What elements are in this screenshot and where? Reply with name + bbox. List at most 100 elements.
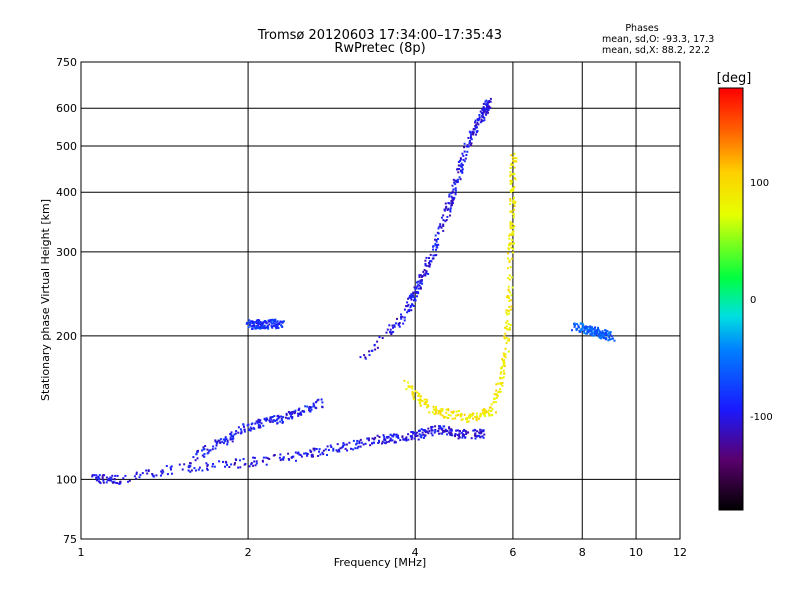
data-point xyxy=(483,433,486,436)
data-point xyxy=(400,313,402,316)
data-point xyxy=(451,417,454,420)
data-point xyxy=(420,276,423,278)
data-point xyxy=(442,223,445,226)
data-point xyxy=(254,422,257,425)
data-point xyxy=(575,323,578,325)
data-point xyxy=(428,265,431,268)
data-point xyxy=(253,427,256,430)
data-point xyxy=(449,431,452,434)
data-point xyxy=(493,393,496,396)
data-point xyxy=(196,457,199,460)
data-point xyxy=(488,409,491,412)
data-point xyxy=(427,427,430,430)
data-point xyxy=(417,291,419,294)
data-point xyxy=(462,433,465,436)
data-point xyxy=(99,482,102,485)
data-point xyxy=(505,311,508,314)
data-point xyxy=(407,303,410,306)
data-point xyxy=(414,433,417,436)
data-point xyxy=(510,257,513,260)
data-point xyxy=(115,482,118,484)
data-point xyxy=(460,162,463,165)
data-point xyxy=(597,335,600,338)
data-point xyxy=(280,415,283,418)
data-point xyxy=(338,450,341,453)
data-point xyxy=(251,328,254,330)
data-point xyxy=(260,324,263,327)
y-tick-label: 600 xyxy=(56,102,77,115)
data-point xyxy=(196,450,199,453)
data-point xyxy=(452,410,455,413)
data-point xyxy=(454,183,457,186)
data-point xyxy=(178,463,181,466)
data-point xyxy=(260,327,263,330)
data-point xyxy=(449,414,452,417)
data-point xyxy=(507,244,510,247)
data-point xyxy=(469,131,472,134)
data-point xyxy=(456,429,459,432)
data-point xyxy=(513,157,516,159)
data-point xyxy=(573,324,576,327)
data-point xyxy=(381,337,384,339)
data-point xyxy=(455,429,458,432)
data-point xyxy=(475,123,478,126)
data-point xyxy=(485,113,488,116)
data-point xyxy=(507,328,510,331)
data-point xyxy=(575,327,578,330)
data-point xyxy=(151,474,154,477)
data-point xyxy=(453,196,456,199)
data-point xyxy=(514,202,517,205)
y-tick-label: 750 xyxy=(56,56,77,69)
data-point xyxy=(463,160,466,163)
data-point xyxy=(603,337,605,340)
data-point xyxy=(503,372,506,375)
data-point xyxy=(224,465,226,468)
data-point xyxy=(426,406,428,409)
data-point xyxy=(479,110,482,113)
data-point xyxy=(389,328,392,331)
data-point xyxy=(432,405,435,408)
data-point xyxy=(418,433,421,436)
data-point xyxy=(509,291,512,294)
data-point xyxy=(457,161,460,163)
data-point xyxy=(411,431,414,433)
data-point xyxy=(422,270,425,273)
data-point xyxy=(312,405,315,408)
data-point xyxy=(214,440,217,443)
data-point xyxy=(479,414,482,417)
data-point xyxy=(266,418,269,421)
data-point xyxy=(342,442,345,445)
data-point xyxy=(268,458,271,460)
data-point xyxy=(270,418,273,421)
data-point xyxy=(596,328,599,331)
data-point xyxy=(475,131,478,134)
data-point xyxy=(259,426,262,429)
data-point xyxy=(336,443,339,446)
data-point xyxy=(326,454,328,456)
data-point xyxy=(243,430,246,433)
data-point xyxy=(102,474,105,477)
data-point xyxy=(280,324,283,327)
data-point xyxy=(502,369,505,372)
data-point xyxy=(257,322,260,325)
data-point xyxy=(446,433,449,436)
data-point xyxy=(451,184,454,187)
data-point xyxy=(515,157,518,160)
data-point xyxy=(395,433,398,436)
phases-x-stats: mean, sd,X: 88.2, 22.2 xyxy=(602,45,710,56)
data-point xyxy=(197,468,200,471)
data-point xyxy=(376,346,379,349)
data-point xyxy=(575,329,578,331)
data-point xyxy=(322,449,325,452)
data-point xyxy=(495,393,498,396)
data-point xyxy=(506,267,509,270)
data-point xyxy=(498,390,501,393)
data-point xyxy=(461,171,464,174)
data-point xyxy=(223,438,226,441)
data-point xyxy=(113,478,116,480)
data-point xyxy=(409,306,412,309)
data-point xyxy=(122,477,125,480)
data-point xyxy=(312,447,315,450)
data-point xyxy=(488,412,491,415)
data-point xyxy=(437,227,440,230)
